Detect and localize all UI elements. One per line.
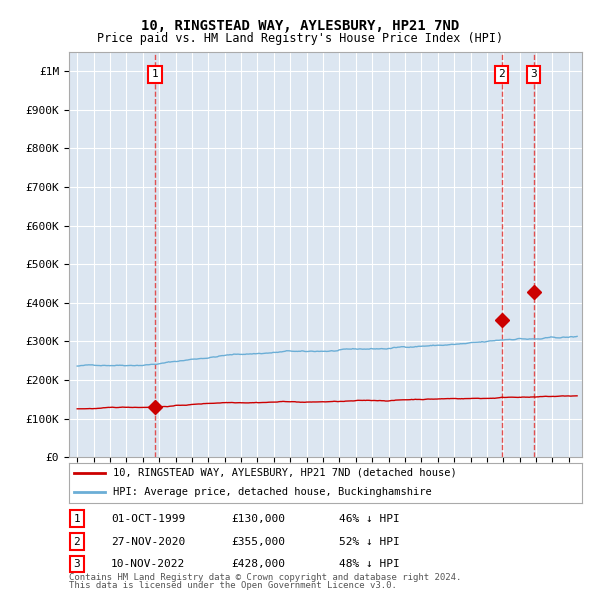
Text: 2: 2 (73, 537, 80, 546)
Text: 10-NOV-2022: 10-NOV-2022 (111, 559, 185, 569)
Text: 1: 1 (152, 69, 158, 79)
Text: £130,000: £130,000 (231, 514, 285, 523)
Text: 48% ↓ HPI: 48% ↓ HPI (339, 559, 400, 569)
Text: 01-OCT-1999: 01-OCT-1999 (111, 514, 185, 523)
Text: 27-NOV-2020: 27-NOV-2020 (111, 537, 185, 546)
Text: 10, RINGSTEAD WAY, AYLESBURY, HP21 7ND (detached house): 10, RINGSTEAD WAY, AYLESBURY, HP21 7ND (… (113, 468, 457, 478)
Text: This data is licensed under the Open Government Licence v3.0.: This data is licensed under the Open Gov… (69, 581, 397, 589)
Text: £428,000: £428,000 (231, 559, 285, 569)
Text: 52% ↓ HPI: 52% ↓ HPI (339, 537, 400, 546)
Text: Contains HM Land Registry data © Crown copyright and database right 2024.: Contains HM Land Registry data © Crown c… (69, 573, 461, 582)
Text: 2: 2 (499, 69, 505, 79)
Text: £355,000: £355,000 (231, 537, 285, 546)
Text: Price paid vs. HM Land Registry's House Price Index (HPI): Price paid vs. HM Land Registry's House … (97, 32, 503, 45)
Text: 3: 3 (73, 559, 80, 569)
Text: HPI: Average price, detached house, Buckinghamshire: HPI: Average price, detached house, Buck… (113, 487, 431, 497)
Text: 3: 3 (530, 69, 537, 79)
Text: 1: 1 (73, 514, 80, 523)
Text: 46% ↓ HPI: 46% ↓ HPI (339, 514, 400, 523)
Text: 10, RINGSTEAD WAY, AYLESBURY, HP21 7ND: 10, RINGSTEAD WAY, AYLESBURY, HP21 7ND (141, 19, 459, 34)
